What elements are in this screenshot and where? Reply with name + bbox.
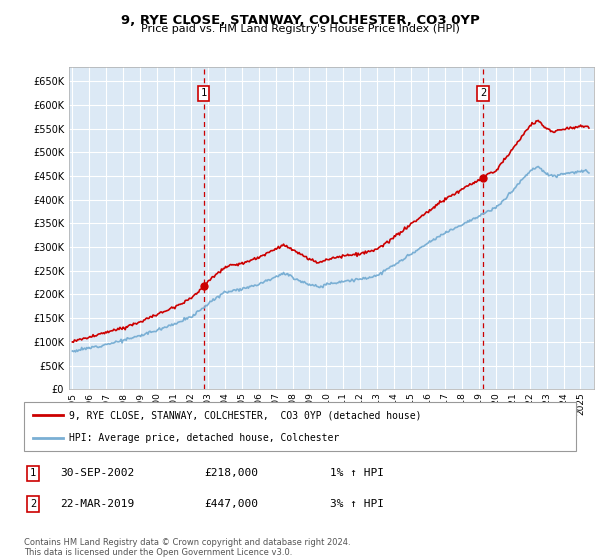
Text: 1: 1 [30,468,36,478]
Text: 1: 1 [200,88,207,98]
Text: £218,000: £218,000 [204,468,258,478]
Text: Price paid vs. HM Land Registry's House Price Index (HPI): Price paid vs. HM Land Registry's House … [140,24,460,34]
Text: HPI: Average price, detached house, Colchester: HPI: Average price, detached house, Colc… [69,433,339,444]
Text: 9, RYE CLOSE, STANWAY, COLCHESTER,  CO3 0YP (detached house): 9, RYE CLOSE, STANWAY, COLCHESTER, CO3 0… [69,410,421,421]
Text: £447,000: £447,000 [204,499,258,509]
Text: 9, RYE CLOSE, STANWAY, COLCHESTER, CO3 0YP: 9, RYE CLOSE, STANWAY, COLCHESTER, CO3 0… [121,14,479,27]
Text: 2: 2 [30,499,36,509]
Text: 30-SEP-2002: 30-SEP-2002 [60,468,134,478]
Text: 3% ↑ HPI: 3% ↑ HPI [330,499,384,509]
Text: 1% ↑ HPI: 1% ↑ HPI [330,468,384,478]
Text: 2: 2 [480,88,486,98]
Text: Contains HM Land Registry data © Crown copyright and database right 2024.
This d: Contains HM Land Registry data © Crown c… [24,538,350,557]
Text: 22-MAR-2019: 22-MAR-2019 [60,499,134,509]
